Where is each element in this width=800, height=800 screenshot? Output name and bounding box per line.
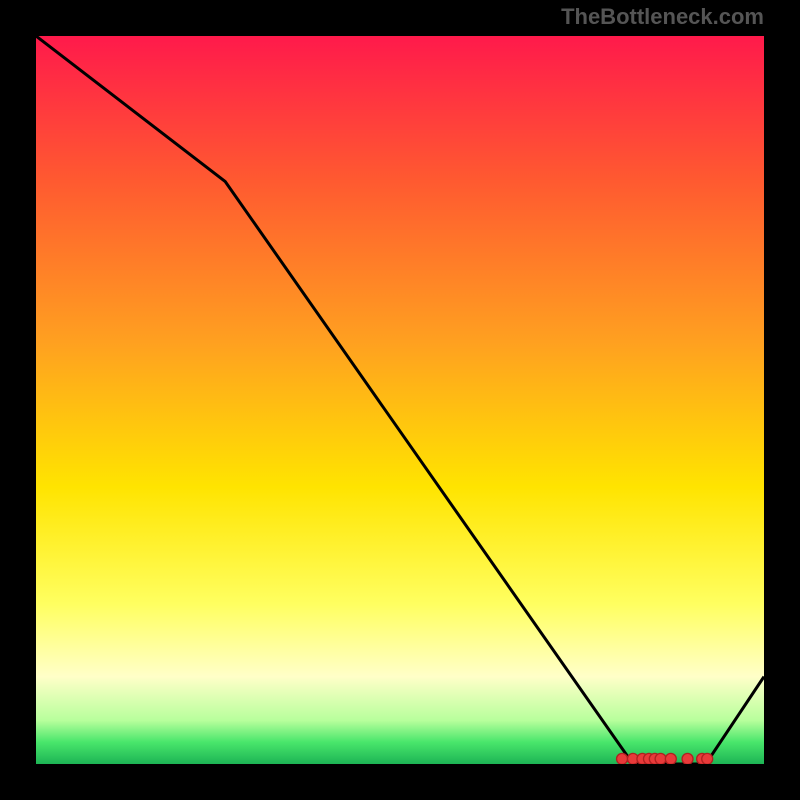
- data-marker: [617, 753, 628, 764]
- marker-group: [617, 753, 713, 764]
- data-marker: [682, 753, 693, 764]
- data-marker: [655, 753, 666, 764]
- watermark-text: TheBottleneck.com: [561, 4, 764, 29]
- data-marker: [665, 753, 676, 764]
- chart-canvas: TheBottleneck.com: [0, 0, 800, 800]
- gradient-background: [36, 36, 764, 764]
- data-marker: [702, 753, 713, 764]
- plot-area: [36, 36, 764, 764]
